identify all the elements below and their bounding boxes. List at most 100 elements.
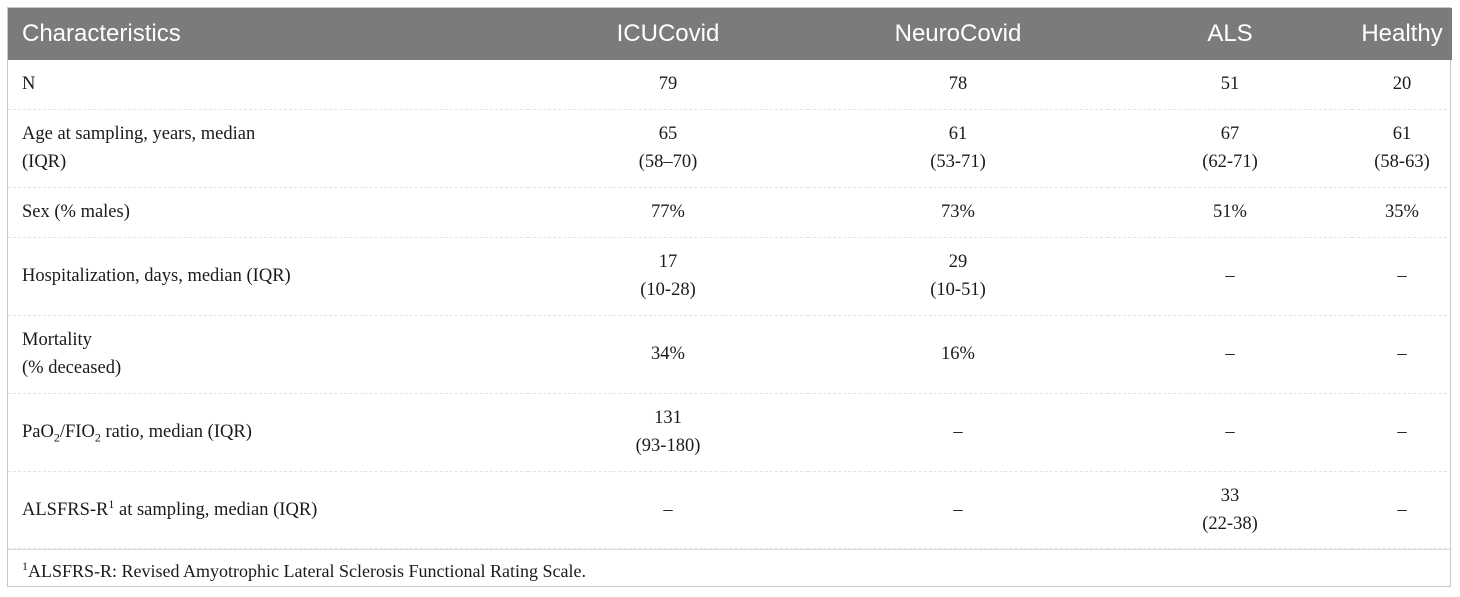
cell-value: 35% — [1385, 202, 1419, 222]
table-cell: 51% — [1108, 187, 1352, 238]
table-cell: – — [1108, 237, 1352, 316]
cell-value: – — [1397, 422, 1407, 442]
table-cell: 29 (10-51) — [808, 237, 1108, 316]
cell-value: – — [953, 422, 963, 442]
cell-value: 16% — [941, 344, 975, 364]
cell-value: 79 — [658, 74, 678, 95]
cell-range: (93-180) — [635, 436, 701, 456]
cell-range: (10-28) — [640, 280, 696, 300]
table-row: Sex (% males) 77% 73% 51% 35% — [8, 187, 1452, 238]
cell-value: 67 — [1220, 124, 1240, 144]
table-cell: – — [808, 471, 1108, 549]
cell-value: 17 — [658, 252, 678, 272]
cell-value: 29 — [948, 252, 968, 272]
subscript: 2 — [53, 430, 60, 445]
cell-value: – — [1397, 499, 1407, 520]
cell-value: 77% — [651, 202, 685, 222]
table-cell: 67 (62-71) — [1108, 109, 1352, 188]
cell-value: – — [1397, 266, 1407, 286]
table-cell: 65 (58–70) — [528, 109, 808, 188]
row-label-text: ratio, median (IQR) — [100, 422, 252, 442]
cell-value: – — [1225, 422, 1235, 442]
cell-value: 34% — [651, 344, 685, 364]
header-healthy: Healthy — [1352, 8, 1452, 60]
row-label-text: (% deceased) — [22, 358, 122, 378]
subscript: 2 — [94, 430, 101, 445]
row-label: Age at sampling, years, median (IQR) — [8, 109, 528, 188]
row-label: Mortality (% deceased) — [8, 315, 528, 394]
footnote-marker: 1 — [108, 496, 115, 511]
table-cell: 35% — [1352, 187, 1452, 238]
cell-value: – — [953, 499, 963, 520]
cell-value: 51 — [1220, 74, 1240, 95]
table-row: Mortality (% deceased) 34% 16% – – — [8, 315, 1452, 394]
row-label-text: /FIO — [59, 422, 95, 442]
characteristics-table: Characteristics ICUCovid NeuroCovid ALS … — [8, 8, 1452, 549]
table-row: PaO2/FIO2 ratio, median (IQR) 131 (93-18… — [8, 393, 1452, 472]
table-cell: 78 — [808, 60, 1108, 110]
row-label-text: Sex (% males) — [22, 202, 130, 222]
header-row: Characteristics ICUCovid NeuroCovid ALS … — [8, 8, 1452, 60]
cell-value: 61 — [1392, 124, 1412, 144]
table-cell: 131 (93-180) — [528, 393, 808, 472]
table-cell: – — [1352, 471, 1452, 549]
table-cell: – — [1108, 393, 1352, 472]
cell-value: 78 — [948, 74, 968, 95]
header-neurocovid: NeuroCovid — [808, 8, 1108, 60]
cell-value: – — [1397, 344, 1407, 364]
cell-value: 73% — [941, 202, 975, 222]
row-label-text: ALSFRS-R — [22, 499, 109, 520]
table-cell: 73% — [808, 187, 1108, 238]
cell-value: 131 — [654, 408, 682, 428]
row-label: Hospitalization, days, median (IQR) — [8, 237, 528, 316]
table-cell: – — [528, 471, 808, 549]
cell-value: – — [1225, 344, 1235, 364]
table-cell: 16% — [808, 315, 1108, 394]
table-cell: 20 — [1352, 60, 1452, 110]
header-als: ALS — [1108, 8, 1352, 60]
row-label-text: (IQR) — [22, 152, 67, 172]
table-row: Hospitalization, days, median (IQR) 17 (… — [8, 237, 1452, 316]
cell-range: (58-63) — [1374, 152, 1430, 172]
table-cell: 51 — [1108, 60, 1352, 110]
cell-range: (62-71) — [1202, 152, 1258, 172]
table-cell: – — [1352, 237, 1452, 316]
table-cell: 61 (53-71) — [808, 109, 1108, 188]
cell-value: – — [663, 499, 673, 520]
table-cell: – — [1352, 315, 1452, 394]
table-cell: 61 (58-63) — [1352, 109, 1452, 188]
row-label-text: at sampling, median (IQR) — [114, 499, 318, 520]
row-label-text: N — [22, 74, 36, 95]
cell-value: 20 — [1392, 74, 1412, 95]
header-icucovid: ICUCovid — [528, 8, 808, 60]
table-footnote: 1ALSFRS-R: Revised Amyotrophic Lateral S… — [8, 548, 1450, 592]
cell-range: (58–70) — [638, 152, 698, 172]
table-cell: – — [1352, 393, 1452, 472]
cell-range: (53-71) — [930, 152, 986, 172]
footnote-text: ALSFRS-R: Revised Amyotrophic Lateral Sc… — [28, 560, 586, 581]
footnote-marker: 1 — [22, 558, 28, 573]
row-label-text: Age at sampling, years, median — [22, 124, 256, 144]
table-row: Age at sampling, years, median (IQR) 65 … — [8, 109, 1452, 188]
row-label: PaO2/FIO2 ratio, median (IQR) — [8, 393, 528, 472]
table-cell: 77% — [528, 187, 808, 238]
cell-value: – — [1225, 266, 1235, 286]
table-cell: – — [1108, 315, 1352, 394]
table-cell: 79 — [528, 60, 808, 110]
cell-range: (22-38) — [1202, 513, 1258, 534]
table-frame: Characteristics ICUCovid NeuroCovid ALS … — [7, 7, 1452, 587]
row-label-text: Mortality — [22, 330, 92, 350]
table-row: N 79 78 51 20 — [8, 60, 1452, 110]
header-characteristics: Characteristics — [8, 8, 528, 60]
table-cell: 17 (10-28) — [528, 237, 808, 316]
row-label: ALSFRS-R1 at sampling, median (IQR) — [8, 471, 528, 549]
cell-range: (10-51) — [930, 280, 986, 300]
table-cell: – — [808, 393, 1108, 472]
table-row: ALSFRS-R1 at sampling, median (IQR) – – … — [8, 471, 1452, 549]
row-label: N — [8, 60, 528, 110]
row-label-text: PaO — [22, 422, 54, 442]
row-label: Sex (% males) — [8, 187, 528, 238]
cell-value: 51% — [1213, 202, 1247, 222]
table-cell: 34% — [528, 315, 808, 394]
cell-value: 33 — [1220, 485, 1240, 506]
